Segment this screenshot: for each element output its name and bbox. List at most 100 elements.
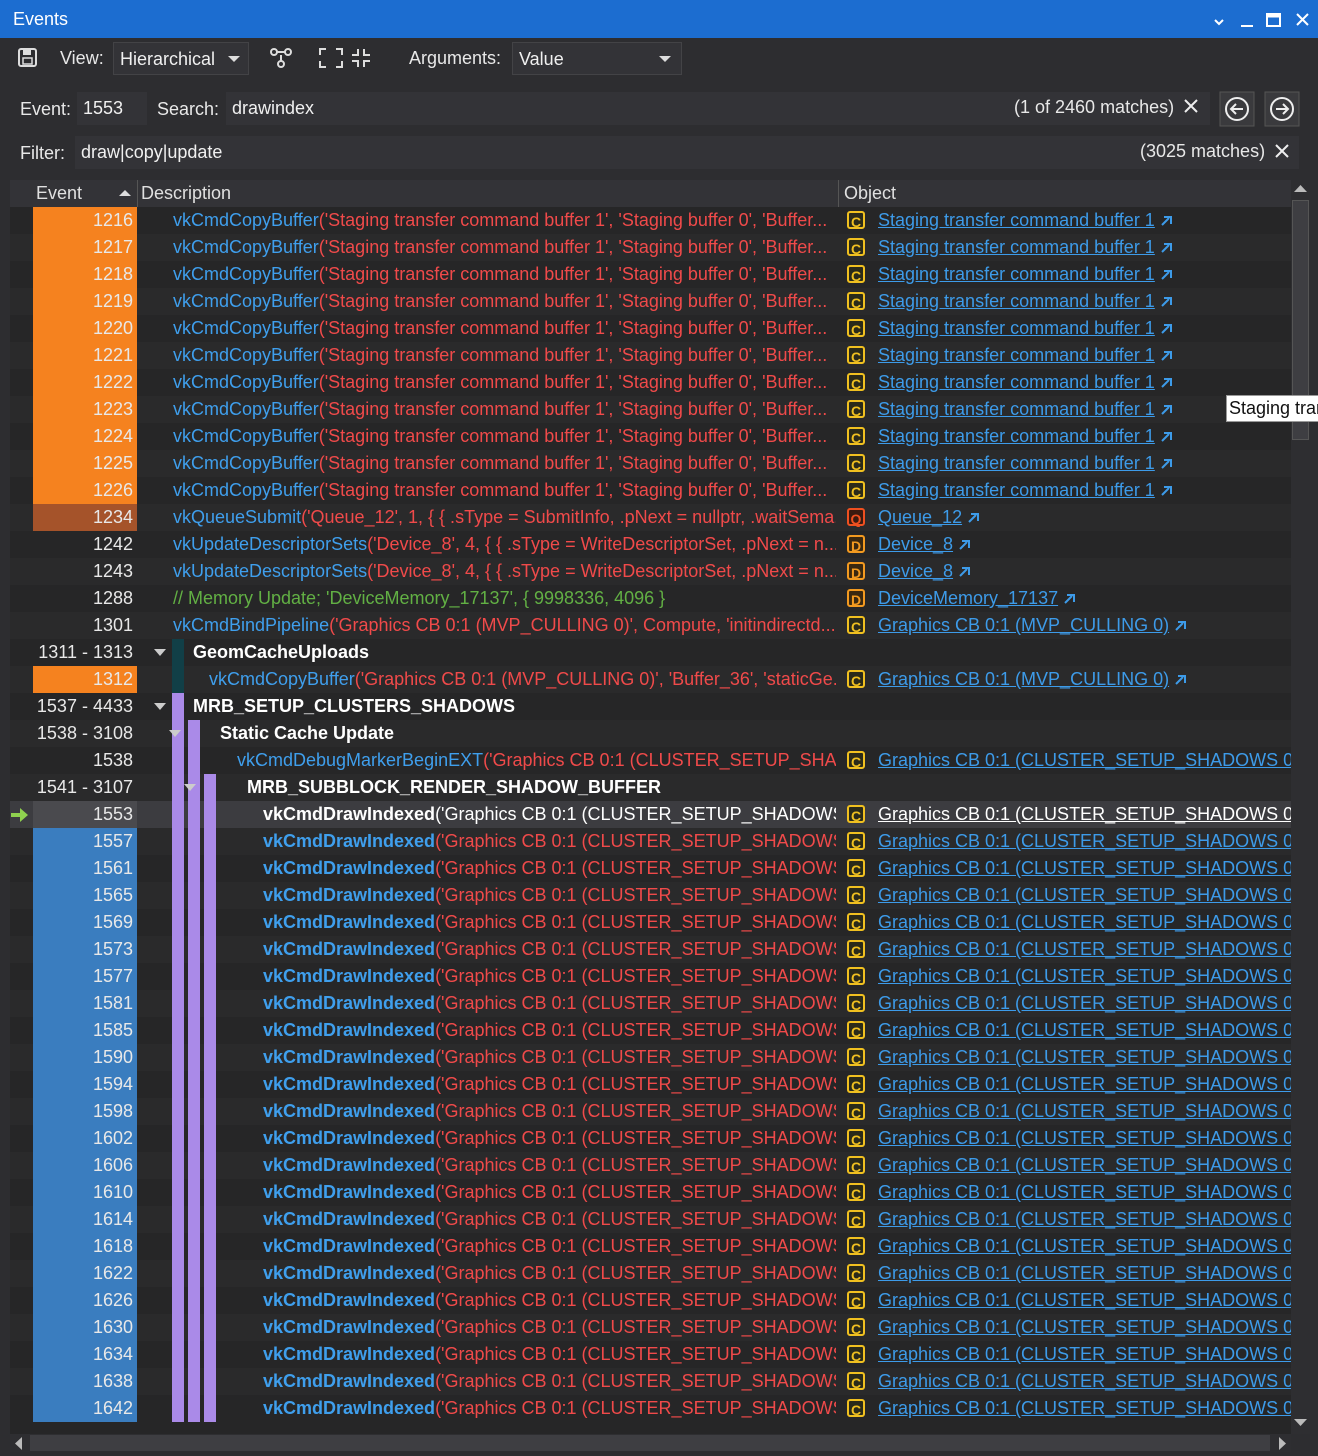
object-link[interactable]: Staging transfer command buffer 1	[878, 372, 1155, 392]
save-button[interactable]	[16, 46, 40, 70]
object-link[interactable]: Graphics CB 0:1 (CLUSTER_SETUP_SHADOWS 0…	[878, 966, 1291, 986]
event-row[interactable]: 1557 vkCmdDrawIndexed('Graphics CB 0:1 (C…	[10, 828, 1291, 855]
event-row[interactable]: 1222 vkCmdCopyBuffer('Staging transfer co…	[10, 369, 1291, 396]
event-row[interactable]: 1312 vkCmdCopyBuffer('Graphics CB 0:1 (MV…	[10, 666, 1291, 693]
event-row[interactable]: 1219 vkCmdCopyBuffer('Staging transfer co…	[10, 288, 1291, 315]
object-link[interactable]: Graphics CB 0:1 (CLUSTER_SETUP_SHADOWS 0…	[878, 1371, 1291, 1391]
object-link[interactable]: Graphics CB 0:1 (CLUSTER_SETUP_SHADOWS 0…	[878, 1236, 1291, 1256]
object-link[interactable]: Queue_12	[878, 507, 963, 527]
event-row[interactable]: 1220 vkCmdCopyBuffer('Staging transfer co…	[10, 315, 1291, 342]
event-row[interactable]: 1634 vkCmdDrawIndexed('Graphics CB 0:1 (C…	[10, 1341, 1291, 1368]
column-header[interactable]: Event	[36, 183, 83, 203]
event-row[interactable]: 1541 - 3107 MRB_SUBBLOCK_RENDER_SHADOW_BU…	[10, 774, 1291, 801]
arguments-dropdown[interactable]: Value	[512, 42, 682, 75]
scroll-thumb[interactable]	[30, 1435, 1270, 1451]
event-row[interactable]: 1225 vkCmdCopyBuffer('Staging transfer co…	[10, 450, 1291, 477]
object-link[interactable]: Graphics CB 0:1 (CLUSTER_SETUP_SHADOWS 0…	[878, 1344, 1291, 1364]
object-link[interactable]: Staging transfer command buffer 1	[878, 291, 1155, 311]
tree-tools[interactable]	[268, 46, 378, 72]
event-row[interactable]: 1538 vkCmdDebugMarkerBeginEXT('Graphics C…	[10, 747, 1291, 774]
object-link[interactable]: Staging transfer command buffer 1	[878, 453, 1155, 473]
event-row[interactable]: 1243 vkUpdateDescriptorSets('Device_8', 4…	[10, 558, 1291, 585]
object-link[interactable]: Graphics CB 0:1 (CLUSTER_SETUP_SHADOWS 0…	[878, 831, 1291, 851]
object-link[interactable]: Graphics CB 0:1 (CLUSTER_SETUP_SHADOWS 0…	[878, 885, 1291, 905]
clear-filter[interactable]	[1274, 143, 1290, 159]
object-link[interactable]: Staging transfer command buffer 1	[878, 237, 1155, 257]
object-link[interactable]: Staging transfer command buffer 1	[878, 345, 1155, 365]
object-link[interactable]: Graphics CB 0:1 (CLUSTER_SETUP_SHADOWS 0…	[878, 993, 1291, 1013]
object-link[interactable]: DeviceMemory_17137	[878, 588, 1059, 608]
event-row[interactable]: 1301 vkCmdBindPipeline('Graphics CB 0:1 (…	[10, 612, 1291, 639]
object-link[interactable]: Staging transfer command buffer 1	[878, 480, 1155, 500]
event-row[interactable]: 1594 vkCmdDrawIndexed('Graphics CB 0:1 (C…	[10, 1071, 1291, 1098]
object-link[interactable]: Graphics CB 0:1 (CLUSTER_SETUP_SHADOWS 0…	[878, 1263, 1291, 1283]
event-row[interactable]: 1226 vkCmdCopyBuffer('Staging transfer co…	[10, 477, 1291, 504]
event-row[interactable]: 1585 vkCmdDrawIndexed('Graphics CB 0:1 (C…	[10, 1017, 1291, 1044]
object-link[interactable]: Graphics CB 0:1 (CLUSTER_SETUP_SHADOWS 0…	[878, 939, 1291, 959]
event-row[interactable]: 1537 - 4433 MRB_SETUP_CLUSTERS_SHADOWS	[10, 693, 1291, 720]
window-controls[interactable]	[1205, 8, 1315, 30]
scroll-left[interactable]	[14, 1437, 23, 1450]
object-link[interactable]: Graphics CB 0:1 (CLUSTER_SETUP_SHADOWS 0…	[878, 1020, 1291, 1040]
event-row[interactable]: 1561 vkCmdDrawIndexed('Graphics CB 0:1 (C…	[10, 855, 1291, 882]
object-link[interactable]: Graphics CB 0:1 (CLUSTER_SETUP_SHADOWS 0…	[878, 1155, 1291, 1175]
event-row[interactable]: 1638 vkCmdDrawIndexed('Graphics CB 0:1 (C…	[10, 1368, 1291, 1395]
object-link[interactable]: Graphics CB 0:1 (CLUSTER_SETUP_SHADOWS 0…	[878, 858, 1291, 878]
column-header[interactable]: Description	[141, 183, 232, 203]
object-link[interactable]: Device_8	[878, 561, 954, 581]
object-link[interactable]: Graphics CB 0:1 (CLUSTER_SETUP_SHADOWS 0…	[878, 1074, 1291, 1094]
event-row[interactable]: 1553 vkCmdDrawIndexed('Graphics CB 0:1 (C…	[10, 801, 1291, 828]
event-row[interactable]: 1618 vkCmdDrawIndexed('Graphics CB 0:1 (C…	[10, 1233, 1291, 1260]
event-row[interactable]: 1606 vkCmdDrawIndexed('Graphics CB 0:1 (C…	[10, 1152, 1291, 1179]
object-link[interactable]: Graphics CB 0:1 (MVP_CULLING 0)	[878, 615, 1170, 635]
object-link[interactable]: Graphics CB 0:1 (CLUSTER_SETUP_SHADOWS 0…	[878, 1128, 1291, 1148]
object-link[interactable]: Graphics CB 0:1 (CLUSTER_SETUP_SHADOWS 0…	[878, 1101, 1291, 1121]
event-row[interactable]: 1602 vkCmdDrawIndexed('Graphics CB 0:1 (C…	[10, 1125, 1291, 1152]
object-link[interactable]: Staging transfer command buffer 1	[878, 426, 1155, 446]
event-row[interactable]: 1221 vkCmdCopyBuffer('Staging transfer co…	[10, 342, 1291, 369]
scroll-right[interactable]	[1278, 1437, 1287, 1450]
filter-input[interactable]: draw|copy|update	[75, 136, 1299, 169]
event-input[interactable]: 1553	[77, 92, 147, 125]
scroll-up[interactable]	[1294, 184, 1307, 193]
object-link[interactable]: Graphics CB 0:1 (CLUSTER_SETUP_SHADOWS 0…	[878, 912, 1291, 932]
scroll-thumb[interactable]	[1292, 200, 1309, 440]
event-row[interactable]: 1569 vkCmdDrawIndexed('Graphics CB 0:1 (C…	[10, 909, 1291, 936]
column-header[interactable]: Object	[844, 183, 897, 203]
clear-search[interactable]	[1183, 98, 1199, 114]
event-row[interactable]: 1242 vkUpdateDescriptorSets('Device_8', 4…	[10, 531, 1291, 558]
event-row[interactable]: 1642 vkCmdDrawIndexed('Graphics CB 0:1 (C…	[10, 1395, 1291, 1422]
event-row[interactable]: 1598 vkCmdDrawIndexed('Graphics CB 0:1 (C…	[10, 1098, 1291, 1125]
object-link[interactable]: Staging transfer command buffer 1	[878, 318, 1155, 338]
horizontal-scrollbar[interactable]	[10, 1434, 1291, 1452]
object-link[interactable]: Staging transfer command buffer 1	[878, 264, 1155, 284]
search-input[interactable]: drawindex	[226, 92, 1210, 125]
event-row[interactable]: 1622 vkCmdDrawIndexed('Graphics CB 0:1 (C…	[10, 1260, 1291, 1287]
object-link[interactable]: Graphics CB 0:1 (CLUSTER_SETUP_SHADOWS 0…	[878, 1209, 1291, 1229]
object-link[interactable]: Staging transfer command buffer 1	[878, 210, 1155, 230]
object-link[interactable]: Graphics CB 0:1 (CLUSTER_SETUP_SHADOWS 0…	[878, 1317, 1291, 1337]
event-row[interactable]: 1577 vkCmdDrawIndexed('Graphics CB 0:1 (C…	[10, 963, 1291, 990]
event-row[interactable]: 1224 vkCmdCopyBuffer('Staging transfer co…	[10, 423, 1291, 450]
event-row[interactable]: 1538 - 3108 Static Cache Update	[10, 720, 1291, 747]
event-row[interactable]: 1590 vkCmdDrawIndexed('Graphics CB 0:1 (C…	[10, 1044, 1291, 1071]
object-link[interactable]: Graphics CB 0:1 (CLUSTER_SETUP_SHADOWS 0…	[878, 1047, 1291, 1067]
event-row[interactable]: 1216 vkCmdCopyBuffer('Staging transfer co…	[10, 207, 1291, 234]
object-link[interactable]: Graphics CB 0:1 (CLUSTER_SETUP_SHADOWS 0…	[878, 1290, 1291, 1310]
event-row[interactable]: 1565 vkCmdDrawIndexed('Graphics CB 0:1 (C…	[10, 882, 1291, 909]
object-link[interactable]: Graphics CB 0:1 (CLUSTER_SETUP_SHADOWS 0…	[878, 750, 1291, 770]
event-row[interactable]: 1311 - 1313 GeomCacheUploads	[10, 639, 1291, 666]
object-link[interactable]: Graphics CB 0:1 (CLUSTER_SETUP_SHADOWS 0…	[878, 1182, 1291, 1202]
event-row[interactable]: 1288 // Memory Update; 'DeviceMemory_1713…	[10, 585, 1291, 612]
object-link[interactable]: Graphics CB 0:1 (MVP_CULLING 0)	[878, 669, 1170, 689]
search-nav[interactable]	[1219, 91, 1303, 127]
object-link[interactable]: Graphics CB 0:1 (CLUSTER_SETUP_SHADOWS 0…	[878, 1398, 1291, 1418]
event-row[interactable]: 1234 vkQueueSubmit('Queue_12', 1, { { .sT…	[10, 504, 1291, 531]
event-row[interactable]: 1223 vkCmdCopyBuffer('Staging transfer co…	[10, 396, 1291, 423]
event-row[interactable]: 1614 vkCmdDrawIndexed('Graphics CB 0:1 (C…	[10, 1206, 1291, 1233]
event-row[interactable]: 1581 vkCmdDrawIndexed('Graphics CB 0:1 (C…	[10, 990, 1291, 1017]
object-link[interactable]: Staging transfer command buffer 1	[878, 399, 1155, 419]
object-link[interactable]: Device_8	[878, 534, 954, 554]
event-row[interactable]: 1626 vkCmdDrawIndexed('Graphics CB 0:1 (C…	[10, 1287, 1291, 1314]
event-row[interactable]: 1630 vkCmdDrawIndexed('Graphics CB 0:1 (C…	[10, 1314, 1291, 1341]
